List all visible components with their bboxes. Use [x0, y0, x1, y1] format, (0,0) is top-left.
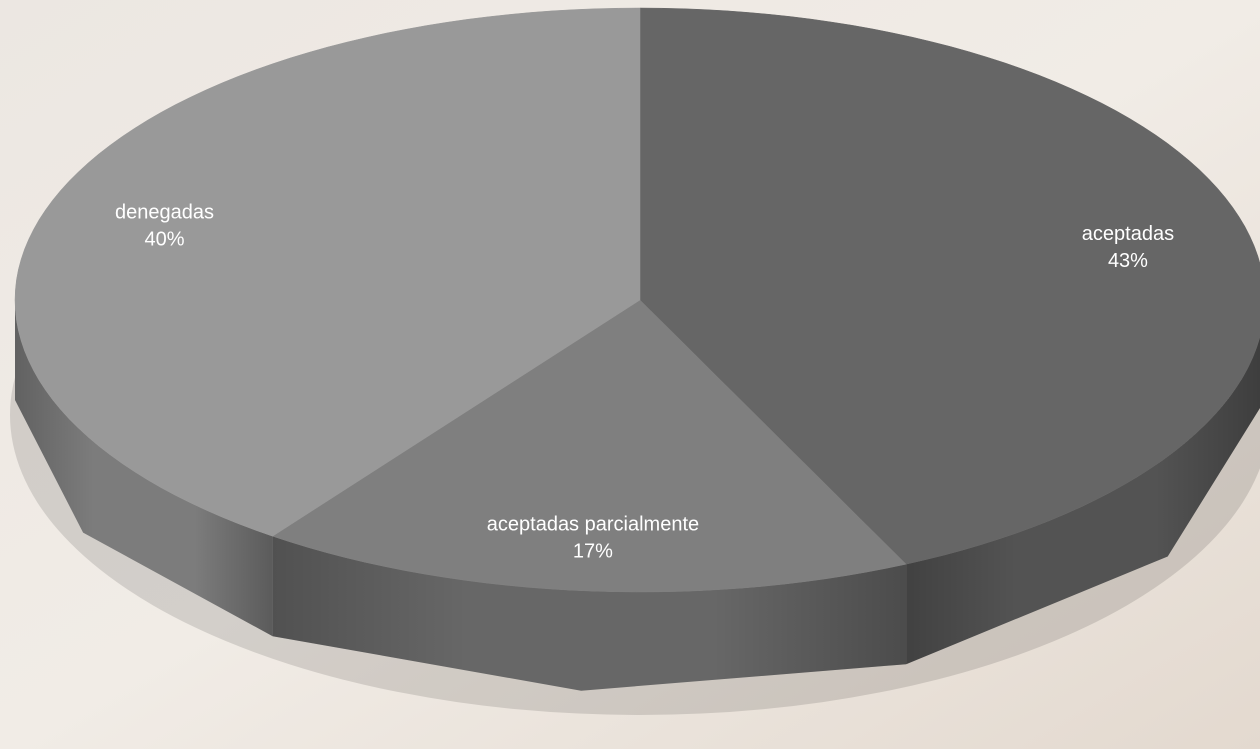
slice-label: aceptadas parcialmente	[487, 514, 699, 536]
slice-label: denegadas	[115, 201, 214, 223]
slice	[14, 7, 641, 537]
side-shade	[906, 336, 1260, 665]
side-shade	[272, 536, 907, 691]
value-label: 40%	[144, 228, 184, 250]
slice-label: aceptadas	[1082, 223, 1174, 245]
value-label: 17%	[573, 541, 613, 563]
slice	[639, 7, 1260, 565]
slice	[272, 299, 907, 593]
value-label: 43%	[1108, 250, 1148, 272]
side-shade	[15, 300, 273, 637]
